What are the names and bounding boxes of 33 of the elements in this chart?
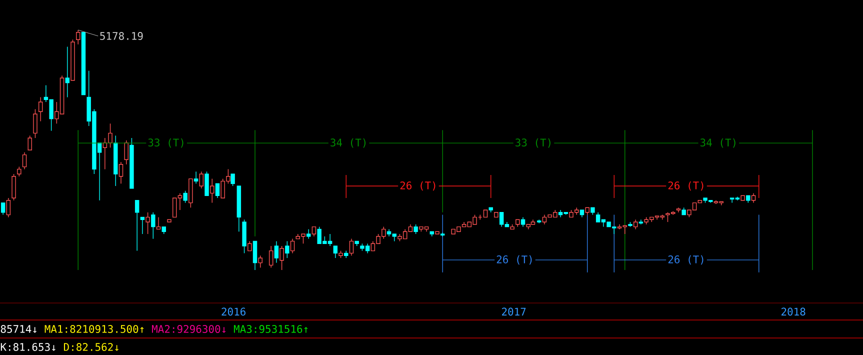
candlestick	[6, 198, 11, 218]
annotation: 34 (T)	[330, 138, 366, 148]
candlestick	[633, 219, 638, 230]
text: K:81.653↓	[0, 343, 56, 351]
text: MA1:8210913.500↑	[44, 325, 144, 333]
candlestick	[118, 162, 124, 184]
annotation: 34 (T)	[700, 138, 736, 148]
candlestick	[38, 96, 43, 122]
candlestick	[349, 238, 354, 256]
candlestick	[22, 152, 27, 170]
candlestick	[751, 192, 756, 204]
annotation: 5178.19	[100, 32, 143, 40]
annotation: 26 (T)	[496, 255, 532, 265]
candlestick	[520, 216, 526, 228]
candlestick	[268, 246, 274, 268]
x-tick-label: 2018	[782, 308, 806, 316]
annotation: 33 (T)	[148, 138, 184, 148]
annotation: 26 (T)	[668, 255, 704, 265]
annotation: 26 (T)	[400, 181, 436, 191]
candlestick	[676, 207, 681, 213]
text: 85714↓	[0, 325, 37, 333]
annotation: 33 (T)	[516, 138, 550, 148]
candlestick	[274, 240, 279, 264]
text: MA2:9296300↓	[152, 325, 226, 333]
candlestick	[290, 238, 295, 254]
annotation: 26 (T)	[668, 181, 704, 191]
text: D:82.562↓	[64, 343, 119, 351]
text: MA3:9531516↑	[234, 325, 308, 333]
candlestick	[65, 46, 70, 98]
x-tick-label: 2017	[502, 308, 526, 316]
candlestick	[638, 219, 644, 225]
x-tick-label: 2016	[222, 308, 246, 316]
candlestick	[194, 171, 198, 184]
